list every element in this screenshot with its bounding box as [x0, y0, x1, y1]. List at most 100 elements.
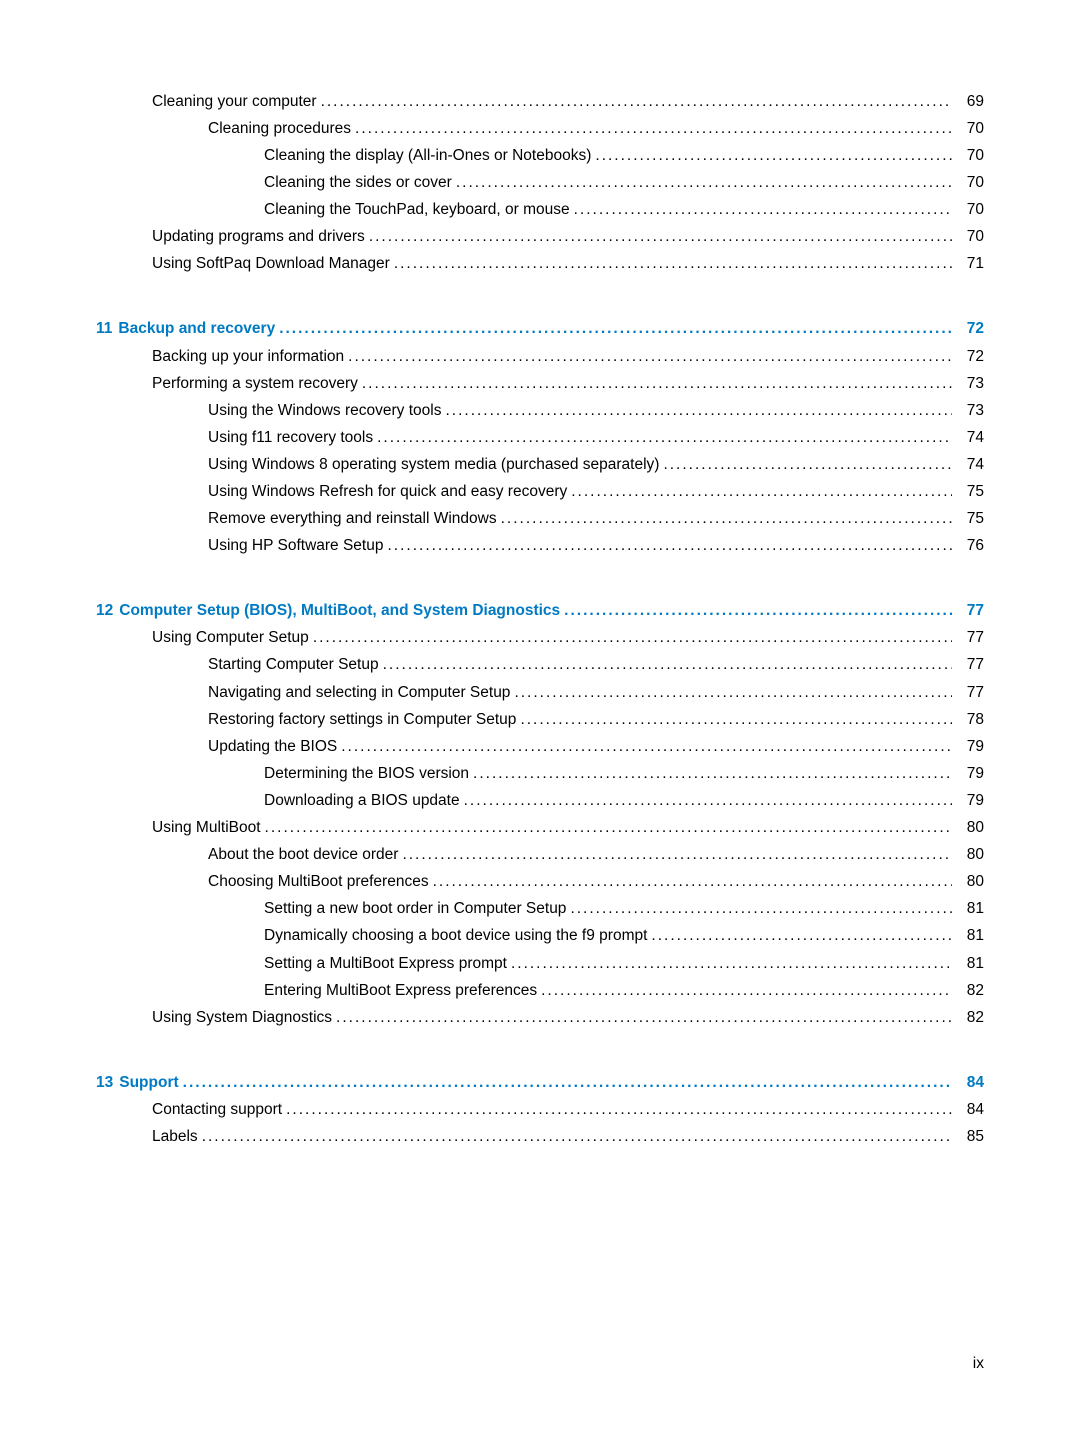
toc-leader-dots: ........................................…: [362, 376, 952, 392]
toc-entry-title: Setting a MultiBoot Express prompt: [264, 956, 507, 972]
toc-entry-title: Using HP Software Setup: [208, 538, 383, 554]
toc-entry-page: 79: [956, 739, 984, 755]
toc-entry-row[interactable]: Labels .................................…: [96, 1123, 984, 1150]
toc-entry-page: 77: [956, 657, 984, 673]
toc-entry-row[interactable]: Using f11 recovery tools ...............…: [96, 424, 984, 451]
toc-chapter-row[interactable]: 11Backup and recovery ..................…: [96, 316, 984, 343]
toc-leader-dots: ........................................…: [514, 685, 952, 701]
toc-leader-dots: ........................................…: [383, 657, 952, 673]
toc-leader-dots: ........................................…: [355, 121, 952, 137]
toc-entry-title: Cleaning the TouchPad, keyboard, or mous…: [264, 202, 570, 218]
toc-entry-row[interactable]: Updating programs and drivers ..........…: [96, 223, 984, 250]
toc-entry-row[interactable]: About the boot device order ............…: [96, 841, 984, 868]
toc-entry-row[interactable]: Setting a new boot order in Computer Set…: [96, 896, 984, 923]
toc-entry-row[interactable]: Contacting support .....................…: [96, 1096, 984, 1123]
toc-entry-row[interactable]: Using Computer Setup ...................…: [96, 625, 984, 652]
toc-entry-title: Using f11 recovery tools: [208, 430, 373, 446]
toc-entry-row[interactable]: Using Windows Refresh for quick and easy…: [96, 478, 984, 505]
toc-entry-title: Support: [119, 1075, 178, 1091]
toc-entry-row[interactable]: Cleaning your computer .................…: [96, 88, 984, 115]
toc-entry-row[interactable]: Restoring factory settings in Computer S…: [96, 706, 984, 733]
toc-entry-title: Setting a new boot order in Computer Set…: [264, 901, 566, 917]
toc-entry-page: 80: [956, 874, 984, 890]
toc-entry-row[interactable]: Determining the BIOS version ...........…: [96, 760, 984, 787]
toc-chapter-row[interactable]: 12Computer Setup (BIOS), MultiBoot, and …: [96, 598, 984, 625]
toc-leader-dots: ........................................…: [511, 956, 952, 972]
toc-entry-row[interactable]: Choosing MultiBoot preferences .........…: [96, 868, 984, 895]
toc-leader-dots: ........................................…: [183, 1075, 952, 1091]
toc-entry-title: Cleaning your computer: [152, 94, 317, 110]
toc-entry-page: 81: [956, 901, 984, 917]
toc-entry-title: Contacting support: [152, 1102, 282, 1118]
toc-entry-page: 73: [956, 376, 984, 392]
toc-entry-row[interactable]: Using System Diagnostics ...............…: [96, 1004, 984, 1031]
toc-entry-title: Navigating and selecting in Computer Set…: [208, 685, 510, 701]
toc-entry-row[interactable]: Setting a MultiBoot Express prompt .....…: [96, 950, 984, 977]
toc-leader-dots: ........................................…: [279, 321, 952, 337]
toc-entry-title: Labels: [152, 1129, 198, 1145]
toc-entry-row[interactable]: Using the Windows recovery tools .......…: [96, 397, 984, 424]
toc-entry-page: 79: [956, 766, 984, 782]
toc-entry-title: Cleaning procedures: [208, 121, 351, 137]
toc-entry-row[interactable]: Entering MultiBoot Express preferences .…: [96, 977, 984, 1004]
toc-leader-dots: ........................................…: [377, 430, 952, 446]
toc-entry-title: Updating the BIOS: [208, 739, 337, 755]
toc-entry-row[interactable]: Performing a system recovery ...........…: [96, 370, 984, 397]
toc-leader-dots: ........................................…: [394, 256, 952, 272]
toc-entry-page: 74: [956, 457, 984, 473]
toc-entry-title: Restoring factory settings in Computer S…: [208, 712, 516, 728]
toc-leader-dots: ........................................…: [570, 901, 952, 917]
toc-entry-page: 79: [956, 793, 984, 809]
toc-entry-page: 74: [956, 430, 984, 446]
toc-leader-dots: ........................................…: [571, 484, 952, 500]
toc-leader-dots: ........................................…: [564, 603, 952, 619]
toc-leader-dots: ........................................…: [433, 874, 952, 890]
toc-leader-dots: ........................................…: [574, 202, 952, 218]
toc-entry-row[interactable]: Updating the BIOS ......................…: [96, 733, 984, 760]
toc-entry-row[interactable]: Starting Computer Setup ................…: [96, 652, 984, 679]
toc-leader-dots: ........................................…: [369, 229, 952, 245]
toc-entry-title: Remove everything and reinstall Windows: [208, 511, 497, 527]
toc-entry-row[interactable]: Remove everything and reinstall Windows …: [96, 505, 984, 532]
toc-entry-title: Starting Computer Setup: [208, 657, 379, 673]
toc-entry-row[interactable]: Using MultiBoot ........................…: [96, 814, 984, 841]
toc-entry-page: 80: [956, 847, 984, 863]
toc-entry-page: 84: [956, 1102, 984, 1118]
toc-leader-dots: ........................................…: [402, 847, 952, 863]
toc-entry-row[interactable]: Downloading a BIOS update ..............…: [96, 787, 984, 814]
toc-leader-dots: ........................................…: [265, 820, 952, 836]
toc-leader-dots: ........................................…: [348, 349, 952, 365]
toc-entry-row[interactable]: Cleaning procedures ....................…: [96, 115, 984, 142]
toc-entry-title: Backing up your information: [152, 349, 344, 365]
toc-entry-page: 72: [956, 349, 984, 365]
toc-leader-dots: ........................................…: [456, 175, 952, 191]
toc-entry-row[interactable]: Backing up your information ............…: [96, 343, 984, 370]
toc-chapter-row[interactable]: 13Support ..............................…: [96, 1069, 984, 1096]
toc-entry-title: Choosing MultiBoot preferences: [208, 874, 429, 890]
toc-entry-page: 73: [956, 403, 984, 419]
toc-entry-page: 84: [956, 1075, 984, 1091]
toc-entry-title: Using SoftPaq Download Manager: [152, 256, 390, 272]
toc-leader-dots: ........................................…: [520, 712, 952, 728]
toc-entry-page: 70: [956, 229, 984, 245]
toc-entry-row[interactable]: Using Windows 8 operating system media (…: [96, 451, 984, 478]
toc-entry-row[interactable]: Using SoftPaq Download Manager .........…: [96, 251, 984, 278]
toc-entry-row[interactable]: Navigating and selecting in Computer Set…: [96, 679, 984, 706]
toc-entry-title: Performing a system recovery: [152, 376, 358, 392]
toc-entry-page: 75: [956, 511, 984, 527]
toc-entry-title: About the boot device order: [208, 847, 398, 863]
toc-entry-title: Computer Setup (BIOS), MultiBoot, and Sy…: [119, 603, 560, 619]
toc-entry-row[interactable]: Cleaning the TouchPad, keyboard, or mous…: [96, 196, 984, 223]
toc-entry-row[interactable]: Using HP Software Setup ................…: [96, 532, 984, 559]
toc-entry-row[interactable]: Cleaning the sides or cover ............…: [96, 169, 984, 196]
toc-leader-dots: ........................................…: [473, 766, 952, 782]
toc-entry-title: Using Computer Setup: [152, 630, 309, 646]
page-number-footer: ix: [973, 1355, 984, 1373]
toc-entry-title: Backup and recovery: [118, 321, 275, 337]
toc-entry-page: 77: [956, 630, 984, 646]
toc-leader-dots: ........................................…: [445, 403, 952, 419]
toc-entry-row[interactable]: Dynamically choosing a boot device using…: [96, 923, 984, 950]
toc-entry-row[interactable]: Cleaning the display (All-in-Ones or Not…: [96, 142, 984, 169]
toc-entry-title: Using Windows 8 operating system media (…: [208, 457, 659, 473]
toc-entry-title: Cleaning the sides or cover: [264, 175, 452, 191]
